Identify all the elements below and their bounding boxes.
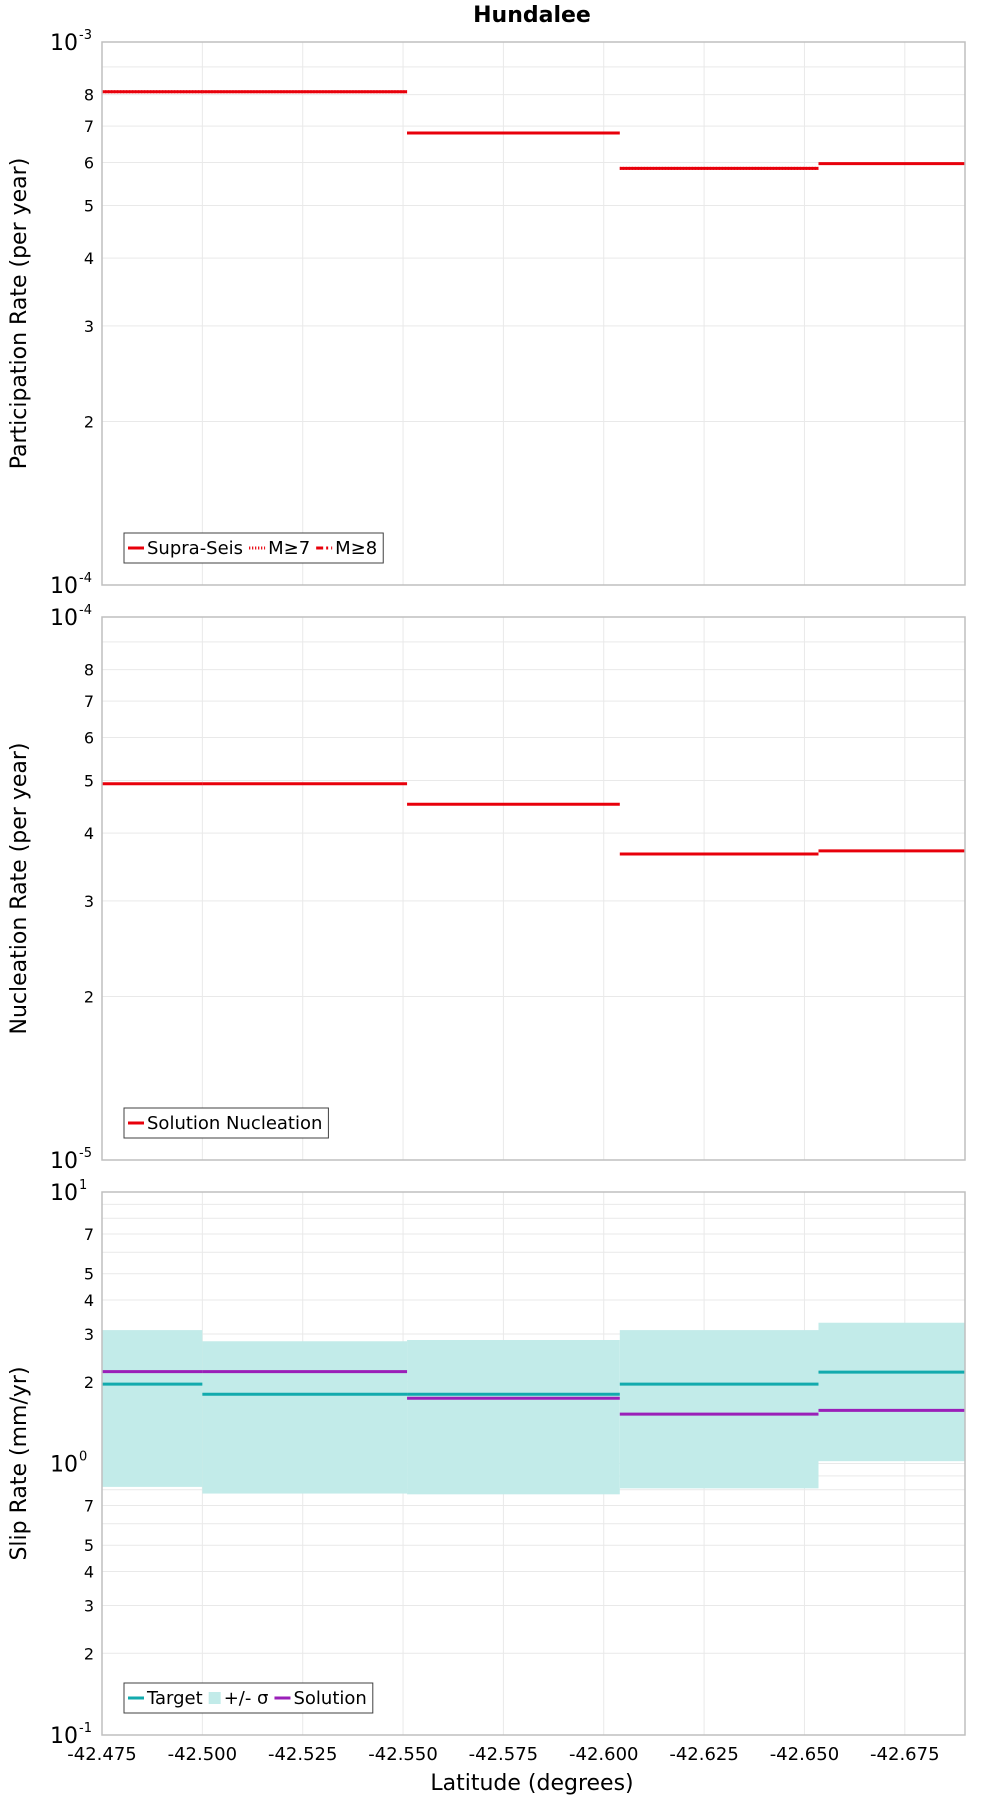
plot-frame <box>101 1191 966 1736</box>
sigma-band-segment <box>818 1322 965 1462</box>
y-tick-label: 2 <box>84 413 94 432</box>
y-tick-label: 5 <box>84 1265 94 1284</box>
plot-frame <box>101 41 966 586</box>
y-tick-label: 3 <box>84 1596 94 1615</box>
y-tick-label: 6 <box>84 153 94 172</box>
y-major-tick-exponent: -5 <box>79 1146 92 1161</box>
y-tick-label: 7 <box>84 692 94 711</box>
sigma-band-segment <box>619 1330 819 1489</box>
legend-label: Supra-Seis <box>147 538 243 559</box>
y-tick-label: 5 <box>84 1536 94 1555</box>
y-major-tick-exponent: -4 <box>79 571 92 586</box>
y-tick-label: 4 <box>84 249 94 268</box>
x-tick-label: -42.675 <box>870 1744 939 1765</box>
y-major-tick-label: 10 <box>50 1724 78 1749</box>
legend-entry: Target <box>128 1688 203 1709</box>
y-tick-label: 3 <box>84 1325 94 1344</box>
legend-entry: Solution <box>274 1688 367 1709</box>
y-major-tick-label: 10 <box>50 1453 78 1478</box>
y-tick-label: 4 <box>84 824 94 843</box>
legend-label: Solution <box>293 1688 366 1709</box>
y-axis-label: Slip Rate (mm/yr) <box>7 1366 32 1560</box>
legend: Target +/- σ Solution <box>123 1682 374 1714</box>
y-tick-label: 6 <box>84 728 94 747</box>
y-tick-label: 7 <box>84 1225 94 1244</box>
x-tick-label: -42.525 <box>268 1744 337 1765</box>
legend: Solution Nucleation <box>123 1107 329 1139</box>
y-tick-label: 5 <box>84 196 94 215</box>
y-tick-label: 7 <box>84 1497 94 1516</box>
y-tick-label: 5 <box>84 771 94 790</box>
y-tick-label: 4 <box>84 1291 94 1310</box>
y-major-tick-exponent: 0 <box>79 1450 87 1465</box>
legend-label: M≥7 <box>268 538 310 559</box>
y-major-tick-label: 10 <box>50 574 78 599</box>
x-tick-label: -42.500 <box>168 1744 237 1765</box>
y-tick-label: 3 <box>84 892 94 911</box>
x-tick-label: -42.650 <box>770 1744 839 1765</box>
y-axis-label: Nucleation Rate (per year) <box>7 743 32 1035</box>
sigma-band-segment <box>202 1341 408 1494</box>
legend-label: Target <box>146 1688 203 1709</box>
y-tick-label: 8 <box>84 86 94 105</box>
legend-label: M≥8 <box>335 538 377 559</box>
legend-background <box>124 1683 373 1713</box>
sigma-band-segment <box>102 1330 203 1487</box>
x-tick-label: -42.475 <box>67 1744 136 1765</box>
legend-box <box>123 1107 329 1139</box>
plot-area <box>102 617 965 1160</box>
y-tick-label: 2 <box>84 1373 94 1392</box>
x-tick-label: -42.625 <box>669 1744 738 1765</box>
y-tick-label: 4 <box>84 1563 94 1582</box>
y-tick-label: 2 <box>84 988 94 1007</box>
y-major-tick-label: 10 <box>50 606 78 631</box>
legend-entry: Solution Nucleation <box>128 1113 322 1134</box>
legend-background <box>124 1108 329 1138</box>
y-major-tick-label: 10 <box>50 31 78 56</box>
y-major-tick-exponent: -4 <box>79 603 92 618</box>
plot-area <box>102 42 965 585</box>
y-major-tick-label: 10 <box>50 1149 78 1174</box>
x-axis-label: Latitude (degrees) <box>430 1771 633 1796</box>
legend-entry: M≥8 <box>316 538 377 559</box>
y-tick-label: 8 <box>84 661 94 680</box>
legend-label: Solution Nucleation <box>147 1113 322 1134</box>
y-tick-label: 2 <box>84 1644 94 1663</box>
legend-swatch <box>208 1692 221 1704</box>
x-tick-label: -42.550 <box>368 1744 437 1765</box>
y-tick-label: 3 <box>84 317 94 336</box>
plot-frame <box>101 616 966 1161</box>
legend-entry: +/- σ <box>208 1688 269 1709</box>
x-tick-label: -42.600 <box>569 1744 638 1765</box>
y-major-tick-exponent: -3 <box>79 28 92 43</box>
chart-title: Hundalee <box>473 3 591 28</box>
legend-box <box>123 1682 374 1714</box>
legend-box <box>123 532 384 564</box>
y-major-tick-label: 10 <box>50 1181 78 1206</box>
sigma-band-segment <box>407 1340 620 1495</box>
legend: Supra-Seis M≥7 M≥8 <box>123 532 384 564</box>
y-major-tick-exponent: -1 <box>79 1721 92 1736</box>
y-major-tick-exponent: 1 <box>79 1178 87 1193</box>
y-axis-label: Participation Rate (per year) <box>7 158 32 470</box>
legend-entry: Supra-Seis <box>128 538 243 559</box>
x-tick-label: -42.575 <box>469 1744 538 1765</box>
legend-label: +/- σ <box>224 1688 269 1709</box>
legend-entry: M≥7 <box>249 538 310 559</box>
y-tick-label: 7 <box>84 117 94 136</box>
legend-background <box>124 533 384 563</box>
